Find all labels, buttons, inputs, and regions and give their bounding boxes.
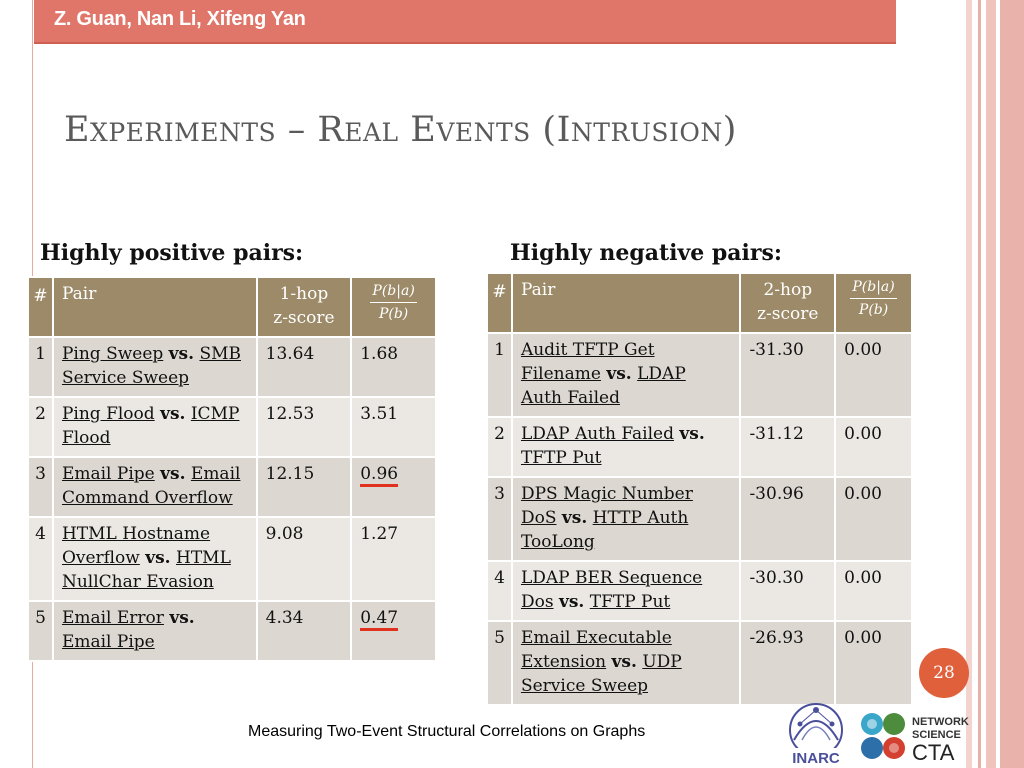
highlighted-ratio: 0.47 <box>360 608 399 631</box>
col-zscore-header: 2-hop z-score <box>739 272 837 334</box>
inarc-logo-icon: INARC <box>786 703 846 767</box>
col-zscore-header: 1-hop z-score <box>255 276 353 338</box>
ratio-cell: 0.00 <box>834 560 913 622</box>
table-row: 5 Email Error vs. Email Pipe 4.34 0.47 <box>27 600 437 662</box>
zscore-cell: 13.64 <box>255 336 353 398</box>
right-decorative-stripes <box>966 0 1024 768</box>
col-ratio-header: P(b|a) P(b) <box>350 276 437 338</box>
table-row: 1 Audit TFTP Get Filename vs. LDAP Auth … <box>486 332 913 418</box>
row-index: 4 <box>27 516 54 602</box>
ratio-cell: 0.00 <box>834 620 913 706</box>
zscore-cell: 12.15 <box>255 456 353 518</box>
row-index: 3 <box>486 476 513 562</box>
ratio-cell: 1.68 <box>350 336 437 398</box>
ratio-cell: 0.96 <box>350 456 437 518</box>
table-row: 5 Email Executable Extension vs. UDP Ser… <box>486 620 913 706</box>
event-link[interactable]: Ping Sweep <box>61 344 164 364</box>
event-link[interactable]: LDAP BER Sequence Dos <box>520 568 703 612</box>
negative-pairs-table: # Pair 2-hop z-score P(b|a) P(b) 1 Audit T… <box>486 272 913 706</box>
zscore-cell: 12.53 <box>255 396 353 458</box>
event-link[interactable]: Audit TFTP Get Filename <box>520 340 655 384</box>
ratio-cell: 3.51 <box>350 396 437 458</box>
authors-text: Z. Guan, Nan Li, Xifeng Yan <box>54 8 306 30</box>
col-num-header: # <box>486 272 513 334</box>
event-link[interactable]: Email Pipe <box>61 464 155 484</box>
col-pair-header: Pair <box>51 276 258 338</box>
table-row: 2 Ping Flood vs. ICMP Flood 12.53 3.51 <box>27 396 437 458</box>
table-row: 1 Ping Sweep vs. SMB Service Sweep 13.64… <box>27 336 437 398</box>
pair-cell: Ping Sweep vs. SMB Service Sweep <box>51 336 258 398</box>
svg-text:INARC: INARC <box>792 750 840 767</box>
event-link[interactable]: Email Error <box>61 608 164 628</box>
ratio-cell: 0.47 <box>350 600 437 662</box>
row-index: 1 <box>486 332 513 418</box>
table-header-row: # Pair 1-hop z-score P(b|a) P(b) <box>27 276 437 338</box>
event-link[interactable]: HTML NullChar Evasion <box>61 548 231 592</box>
pair-cell: Audit TFTP Get Filename vs. LDAP Auth Fa… <box>510 332 742 418</box>
zscore-cell: -31.30 <box>739 332 837 418</box>
table-row: 2 LDAP Auth Failed vs. TFTP Put -31.12 0… <box>486 416 913 478</box>
svg-text:NETWORK: NETWORK <box>912 716 969 728</box>
svg-text:SCIENCE: SCIENCE <box>912 729 961 741</box>
row-index: 1 <box>27 336 54 398</box>
ratio-cell: 0.00 <box>834 476 913 562</box>
positive-pairs-heading: Highly positive pairs: <box>40 240 304 266</box>
table-row: 4 HTML Hostname Overflow vs. HTML NullCh… <box>27 516 437 602</box>
slide-title: Experiments – Real Events (Intrusion) <box>64 110 737 150</box>
row-index: 2 <box>27 396 54 458</box>
event-link[interactable]: TFTP Put <box>520 448 602 468</box>
pair-cell: Ping Flood vs. ICMP Flood <box>51 396 258 458</box>
col-num-header: # <box>27 276 54 338</box>
positive-pairs-table: # Pair 1-hop z-score P(b|a) P(b) 1 Ping Sw… <box>27 276 437 662</box>
pair-cell: Email Pipe vs. Email Command Overflow <box>51 456 258 518</box>
table-header-row: # Pair 2-hop z-score P(b|a) P(b) <box>486 272 913 334</box>
event-link[interactable]: DPS Magic Number DoS <box>520 484 693 528</box>
network-science-cta-logo-icon: NETWORK SCIENCE CTA <box>861 713 969 765</box>
table-row: 4 LDAP BER Sequence Dos vs. TFTP Put -30… <box>486 560 913 622</box>
event-link[interactable]: Ping Flood <box>61 404 155 424</box>
col-pair-header: Pair <box>510 272 742 334</box>
ratio-cell: 0.00 <box>834 416 913 478</box>
pair-cell: LDAP Auth Failed vs. TFTP Put <box>510 416 742 478</box>
pair-cell: Email Executable Extension vs. UDP Servi… <box>510 620 742 706</box>
pair-cell: HTML Hostname Overflow vs. HTML NullChar… <box>51 516 258 602</box>
table-row: 3 Email Pipe vs. Email Command Overflow … <box>27 456 437 518</box>
col-ratio-header: P(b|a) P(b) <box>834 272 913 334</box>
event-link[interactable]: Email Pipe <box>61 632 155 652</box>
row-index: 2 <box>486 416 513 478</box>
negative-pairs-heading: Highly negative pairs: <box>510 240 783 266</box>
event-link[interactable]: UDP Service Sweep <box>520 652 682 696</box>
event-link[interactable]: Email Command Overflow <box>61 464 241 508</box>
event-link[interactable]: ICMP Flood <box>61 404 240 448</box>
row-index: 4 <box>486 560 513 622</box>
pair-cell: Email Error vs. Email Pipe <box>51 600 258 662</box>
row-index: 5 <box>27 600 54 662</box>
zscore-cell: -26.93 <box>739 620 837 706</box>
pair-cell: LDAP BER Sequence Dos vs. TFTP Put <box>510 560 742 622</box>
row-index: 5 <box>486 620 513 706</box>
svg-text:CTA: CTA <box>912 740 955 765</box>
zscore-cell: -31.12 <box>739 416 837 478</box>
table-row: 3 DPS Magic Number DoS vs. HTTP Auth Too… <box>486 476 913 562</box>
event-link[interactable]: TFTP Put <box>589 592 671 612</box>
highlighted-ratio: 0.96 <box>360 464 399 487</box>
footer-text: Measuring Two-Event Structural Correlati… <box>248 723 646 740</box>
event-link[interactable]: SMB Service Sweep <box>61 344 241 388</box>
header-band: Z. Guan, Nan Li, Xifeng Yan <box>34 0 896 44</box>
zscore-cell: 9.08 <box>255 516 353 602</box>
ratio-cell: 0.00 <box>834 332 913 418</box>
event-link[interactable]: Email Executable Extension <box>520 628 672 672</box>
zscore-cell: -30.96 <box>739 476 837 562</box>
event-link[interactable]: LDAP Auth Failed <box>520 364 686 408</box>
event-link[interactable]: LDAP Auth Failed <box>520 424 674 444</box>
ratio-cell: 1.27 <box>350 516 437 602</box>
zscore-cell: -30.30 <box>739 560 837 622</box>
row-index: 3 <box>27 456 54 518</box>
event-link[interactable]: HTTP Auth TooLong <box>520 508 689 552</box>
zscore-cell: 4.34 <box>255 600 353 662</box>
pair-cell: DPS Magic Number DoS vs. HTTP Auth TooLo… <box>510 476 742 562</box>
page-number-badge: 28 <box>919 648 969 698</box>
event-link[interactable]: HTML Hostname Overflow <box>61 524 211 568</box>
